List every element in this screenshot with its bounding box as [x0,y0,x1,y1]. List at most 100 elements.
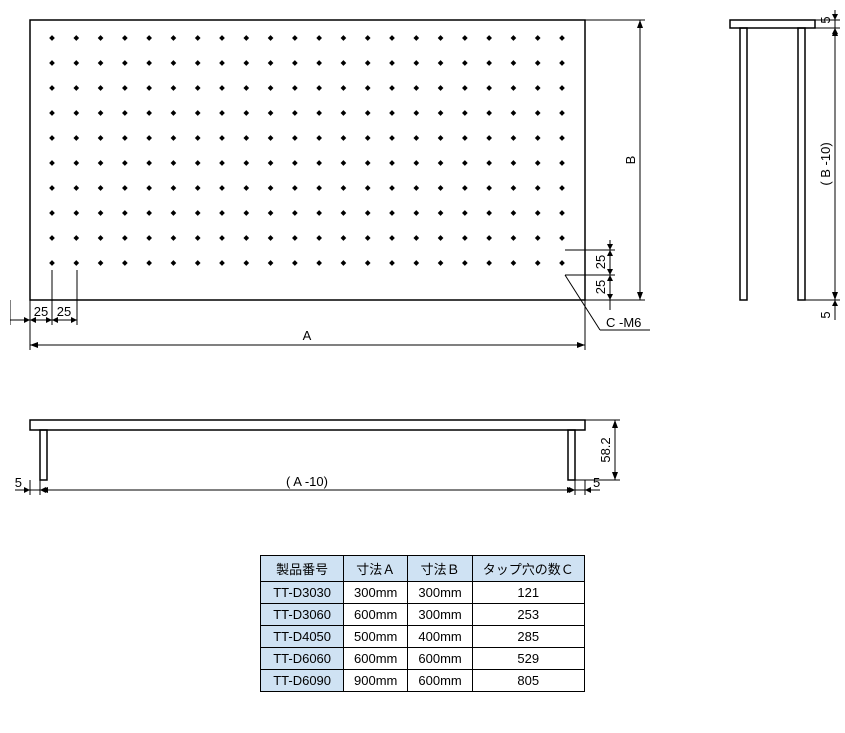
th-dimB: 寸法Ｂ [408,556,472,582]
table-header-row: 製品番号 寸法Ａ 寸法Ｂ タップ穴の数Ｃ [261,556,585,582]
dim-h-margins: 25 25 [10,270,77,325]
tap-hole [413,60,419,66]
tap-hole [486,260,492,266]
tap-hole [462,185,468,191]
tap-hole [535,110,541,116]
tap-hole [316,235,322,241]
tap-hole [535,135,541,141]
tap-hole [511,35,517,41]
tap-hole [316,85,322,91]
tap-hole [486,235,492,241]
tap-hole [195,110,201,116]
tap-hole [146,35,152,41]
tap-hole [389,35,395,41]
side-view: 5 ( B -10) 5 [710,10,845,350]
front-dim-5l: 5 [15,475,22,490]
dim-v25-2: 25 [593,280,608,294]
tap-hole [195,85,201,91]
dim-h25-1: 25 [34,304,48,319]
cell-product: TT-D4050 [261,626,344,648]
tap-hole [438,160,444,166]
dim-B-label: B [623,156,638,165]
tap-hole [511,60,517,66]
tap-hole [292,235,298,241]
tap-hole [389,160,395,166]
cell-dimB: 600mm [408,670,472,692]
tap-hole [73,135,79,141]
tap-hole [146,110,152,116]
tap-hole [511,235,517,241]
tap-hole [535,185,541,191]
tap-hole [438,135,444,141]
tap-hole [73,85,79,91]
dim-v25-1: 25 [593,255,608,269]
th-taps: タップ穴の数Ｃ [472,556,584,582]
tap-hole [98,260,104,266]
tap-hole [243,185,249,191]
spec-table-wrap: 製品番号 寸法Ａ 寸法Ｂ タップ穴の数Ｃ TT-D3030300mm300mm1… [10,555,835,692]
plate-outline [30,20,585,300]
tap-hole [146,160,152,166]
tap-hole [171,235,177,241]
tap-hole [413,35,419,41]
tap-label: C -M6 [606,315,641,330]
tap-hole [316,160,322,166]
tap-hole [462,160,468,166]
tap-hole [243,35,249,41]
tap-hole [49,160,55,166]
tap-hole [73,60,79,66]
tap-hole [438,210,444,216]
tap-hole [511,210,517,216]
tap-hole [195,35,201,41]
tap-hole [171,135,177,141]
tap-hole [122,210,128,216]
tap-hole [316,135,322,141]
tap-hole [486,210,492,216]
tap-hole [146,135,152,141]
tap-hole [535,235,541,241]
tap-hole [73,235,79,241]
tap-hole [268,60,274,66]
tap-hole [389,210,395,216]
tap-hole [49,85,55,91]
table-row: TT-D3060600mm300mm253 [261,604,585,626]
tap-hole [171,160,177,166]
cell-dimA: 900mm [344,670,408,692]
tap-hole [389,85,395,91]
tap-hole [341,110,347,116]
tap-hole [268,135,274,141]
tap-hole [268,110,274,116]
tap-hole [486,60,492,66]
tap-hole [219,35,225,41]
tap-hole [268,185,274,191]
tap-hole [195,160,201,166]
tap-hole [413,160,419,166]
tap-hole [341,260,347,266]
tap-hole [49,185,55,191]
tap-hole [462,135,468,141]
tap-hole [389,235,395,241]
tap-hole [365,160,371,166]
tap-hole [511,85,517,91]
tap-hole [98,85,104,91]
tap-hole [146,60,152,66]
tap-hole [535,35,541,41]
tap-hole [49,260,55,266]
tap-hole [559,260,565,266]
tap-hole [268,35,274,41]
tap-hole [171,185,177,191]
tap-hole [559,85,565,91]
tap-hole [559,160,565,166]
tap-hole [243,85,249,91]
tap-hole [195,60,201,66]
dim-h25-2: 25 [57,304,71,319]
tap-hole [462,35,468,41]
tap-hole [535,60,541,66]
tap-hole [462,60,468,66]
tap-hole [146,260,152,266]
tap-hole [49,210,55,216]
tap-hole [49,35,55,41]
tap-hole [462,260,468,266]
tap-hole [146,235,152,241]
tap-hole [511,260,517,266]
